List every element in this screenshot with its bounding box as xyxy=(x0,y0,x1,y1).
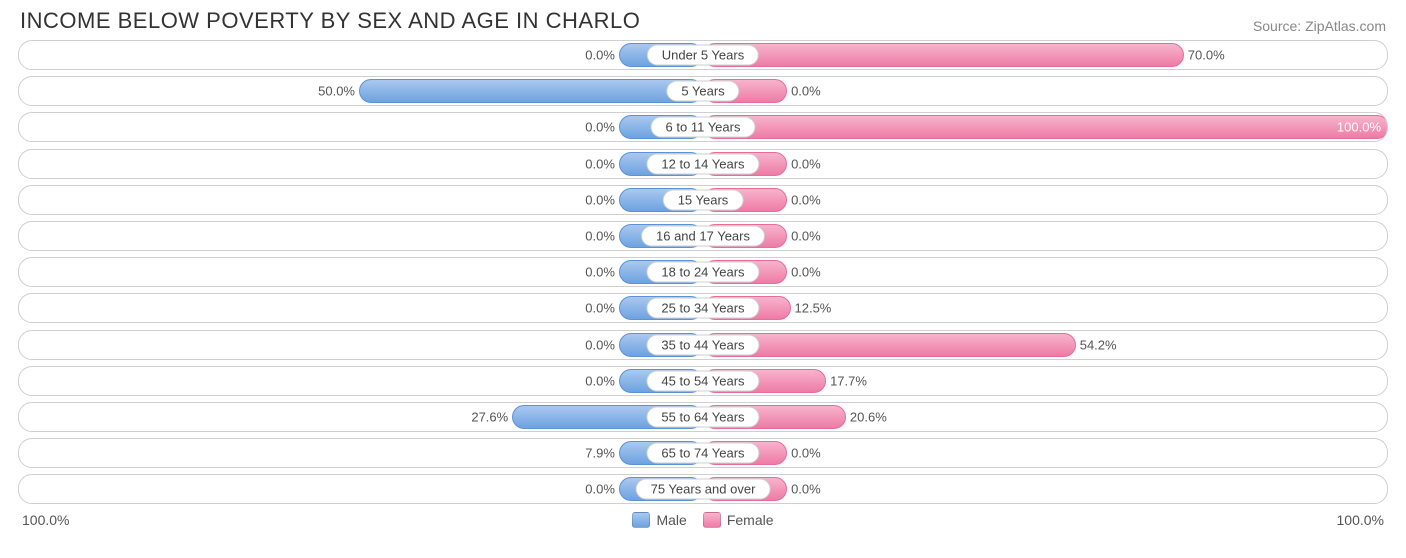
age-label: 15 Years xyxy=(663,189,744,210)
male-value: 0.0% xyxy=(585,228,615,243)
male-value: 0.0% xyxy=(585,192,615,207)
age-label: 18 to 24 Years xyxy=(646,262,759,283)
male-value: 0.0% xyxy=(585,120,615,135)
male-value: 0.0% xyxy=(585,48,615,63)
legend-item-female: Female xyxy=(703,512,774,528)
female-bar xyxy=(703,43,1184,67)
female-value: 0.0% xyxy=(791,265,821,280)
male-value: 0.0% xyxy=(585,156,615,171)
chart-row: 0.0% 70.0% Under 5 Years xyxy=(18,40,1388,70)
chart-row: 7.9% 0.0% 65 to 74 Years xyxy=(18,438,1388,468)
legend: Male Female xyxy=(632,512,773,528)
chart-row: 0.0% 0.0% 16 and 17 Years xyxy=(18,221,1388,251)
female-value: 54.2% xyxy=(1080,337,1117,352)
chart-row: 0.0% 12.5% 25 to 34 Years xyxy=(18,293,1388,323)
age-label: 25 to 34 Years xyxy=(646,298,759,319)
axis-left-max: 100.0% xyxy=(22,512,69,528)
chart-row: 0.0% 0.0% 18 to 24 Years xyxy=(18,257,1388,287)
male-swatch xyxy=(632,512,650,528)
female-value: 0.0% xyxy=(791,482,821,497)
age-label: 65 to 74 Years xyxy=(646,443,759,464)
source-label: Source: ZipAtlas.com xyxy=(1253,18,1386,34)
male-bar xyxy=(359,79,703,103)
chart-row: 50.0% 0.0% 5 Years xyxy=(18,76,1388,106)
chart-row: 0.0% 0.0% 75 Years and over xyxy=(18,474,1388,504)
male-value: 0.0% xyxy=(585,265,615,280)
age-label: 35 to 44 Years xyxy=(646,334,759,355)
female-value: 0.0% xyxy=(791,228,821,243)
female-value: 20.6% xyxy=(850,409,887,424)
female-value: 70.0% xyxy=(1188,48,1225,63)
chart-row: 0.0% 54.2% 35 to 44 Years xyxy=(18,330,1388,360)
male-value: 0.0% xyxy=(585,373,615,388)
female-value: 0.0% xyxy=(791,192,821,207)
female-value: 100.0% xyxy=(1337,120,1381,135)
female-value: 12.5% xyxy=(795,301,832,316)
age-label: 75 Years and over xyxy=(636,479,771,500)
age-label: 55 to 64 Years xyxy=(646,406,759,427)
male-value: 50.0% xyxy=(318,84,355,99)
age-label: 5 Years xyxy=(666,81,739,102)
female-value: 0.0% xyxy=(791,156,821,171)
chart-footer: 100.0% Male Female 100.0% xyxy=(0,510,1406,528)
female-value: 0.0% xyxy=(791,446,821,461)
chart-row: 0.0% 17.7% 45 to 54 Years xyxy=(18,366,1388,396)
legend-female-label: Female xyxy=(727,512,774,528)
age-label: Under 5 Years xyxy=(647,45,759,66)
female-bar xyxy=(703,115,1388,139)
chart-row: 27.6% 20.6% 55 to 64 Years xyxy=(18,402,1388,432)
female-swatch xyxy=(703,512,721,528)
male-value: 7.9% xyxy=(585,446,615,461)
age-label: 16 and 17 Years xyxy=(641,225,765,246)
axis-right-max: 100.0% xyxy=(1337,512,1384,528)
age-label: 12 to 14 Years xyxy=(646,153,759,174)
chart-row: 0.0% 0.0% 12 to 14 Years xyxy=(18,149,1388,179)
legend-male-label: Male xyxy=(656,512,686,528)
female-value: 0.0% xyxy=(791,84,821,99)
male-value: 0.0% xyxy=(585,337,615,352)
male-value: 27.6% xyxy=(471,409,508,424)
legend-item-male: Male xyxy=(632,512,686,528)
age-label: 45 to 54 Years xyxy=(646,370,759,391)
chart-title: INCOME BELOW POVERTY BY SEX AND AGE IN C… xyxy=(20,8,640,34)
male-value: 0.0% xyxy=(585,482,615,497)
chart-row: 0.0% 0.0% 15 Years xyxy=(18,185,1388,215)
age-label: 6 to 11 Years xyxy=(651,117,756,138)
chart-container: INCOME BELOW POVERTY BY SEX AND AGE IN C… xyxy=(0,0,1406,558)
header: INCOME BELOW POVERTY BY SEX AND AGE IN C… xyxy=(0,0,1406,40)
chart-row: 0.0% 100.0% 6 to 11 Years xyxy=(18,112,1388,142)
female-value: 17.7% xyxy=(830,373,867,388)
chart-area: 0.0% 70.0% Under 5 Years 50.0% 0.0% 5 Years 0.… xyxy=(0,40,1406,504)
male-value: 0.0% xyxy=(585,301,615,316)
